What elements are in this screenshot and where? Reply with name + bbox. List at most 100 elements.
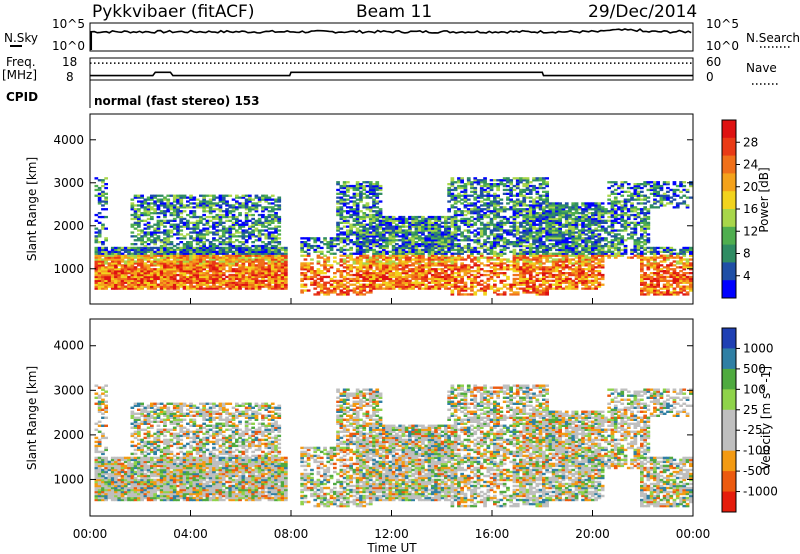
power-cell xyxy=(316,256,321,259)
power-cell xyxy=(476,243,481,246)
power-cell xyxy=(447,239,451,242)
power-cell xyxy=(434,254,438,257)
power-cell xyxy=(368,231,373,234)
power-cell xyxy=(352,260,357,263)
power-cell xyxy=(179,229,184,232)
power-cell xyxy=(140,252,144,255)
power-cell xyxy=(401,229,406,232)
power-cell xyxy=(342,225,347,228)
power-cell xyxy=(391,268,396,271)
power-cell xyxy=(172,277,177,281)
power-cell xyxy=(248,210,252,213)
power-cell xyxy=(215,254,220,257)
power-cell xyxy=(509,206,513,209)
power-cell xyxy=(493,243,497,246)
power-cell xyxy=(114,272,118,275)
power-cell xyxy=(496,287,500,290)
power-cell xyxy=(352,225,357,228)
power-cell xyxy=(479,204,484,207)
power-cell xyxy=(342,210,347,213)
power-cell xyxy=(267,260,272,263)
power-cell xyxy=(411,287,415,290)
power-cell xyxy=(153,223,157,226)
power-cell xyxy=(430,262,435,265)
power-cell xyxy=(519,190,523,193)
power-cell xyxy=(493,210,497,213)
power-cell xyxy=(208,266,213,269)
power-cell xyxy=(202,266,206,269)
power-cell xyxy=(496,227,500,230)
power-cell xyxy=(450,235,455,238)
power-cell xyxy=(150,275,154,279)
power-cell xyxy=(398,268,402,271)
power-cell xyxy=(212,223,216,226)
power-cell xyxy=(300,279,304,282)
power-cell xyxy=(385,270,389,273)
power-cell xyxy=(140,275,144,279)
power-cell xyxy=(453,268,458,271)
power-cell xyxy=(453,277,458,281)
power-cell xyxy=(447,183,451,186)
power-cell xyxy=(522,188,527,192)
power-cell xyxy=(94,283,99,286)
power-cell xyxy=(408,260,412,263)
power-cell xyxy=(221,235,226,238)
power-cell xyxy=(395,266,399,269)
power-cell xyxy=(519,283,523,286)
power-cell xyxy=(496,237,500,240)
power-cell xyxy=(346,254,350,257)
power-cell xyxy=(437,237,442,240)
power-cell xyxy=(244,198,249,201)
power-cell xyxy=(267,246,272,250)
power-cell xyxy=(493,229,497,232)
power-cell xyxy=(159,285,164,288)
power-cell xyxy=(342,202,347,205)
power-cell xyxy=(248,206,252,209)
power-cell xyxy=(450,264,455,267)
power-cell xyxy=(153,246,157,250)
power-cell xyxy=(192,287,197,290)
power-cell xyxy=(192,277,197,281)
power-cell xyxy=(378,260,383,263)
power-cell xyxy=(496,210,500,213)
power-cell xyxy=(257,250,262,253)
power-cell xyxy=(133,283,138,286)
power-cell xyxy=(528,223,533,226)
power-cell xyxy=(411,283,415,286)
power-cell xyxy=(506,177,510,180)
power-cell xyxy=(362,192,367,195)
power-cell xyxy=(228,241,233,244)
power-cell xyxy=(404,235,409,238)
power-cell xyxy=(244,208,249,211)
power-cell xyxy=(362,285,367,288)
power-cell xyxy=(440,256,445,259)
power-cell xyxy=(528,287,533,290)
power-cell xyxy=(186,223,190,226)
power-cell xyxy=(568,221,572,224)
power-cell xyxy=(359,223,363,226)
power-cell xyxy=(512,188,517,192)
power-cell xyxy=(192,221,197,224)
power-cell xyxy=(548,254,553,257)
power-cell xyxy=(202,260,206,263)
power-cell xyxy=(300,248,304,252)
power-cell xyxy=(512,262,517,265)
power-cell xyxy=(274,219,278,222)
power-cell xyxy=(140,196,144,199)
power-cell xyxy=(238,231,242,234)
power-cell xyxy=(453,239,458,242)
power-cell xyxy=(515,256,520,259)
power-cell xyxy=(519,281,523,284)
power-cell xyxy=(235,235,239,238)
power-cell xyxy=(137,208,141,211)
power-cell xyxy=(202,252,206,255)
power-cell xyxy=(382,272,386,275)
power-cell xyxy=(192,206,197,209)
power-cell xyxy=(251,262,255,265)
power-cell xyxy=(460,210,464,213)
power-cell xyxy=(493,246,497,250)
power-cell xyxy=(388,268,393,271)
power-cell xyxy=(506,246,510,250)
power-cell xyxy=(319,289,324,292)
power-cell xyxy=(430,270,435,273)
